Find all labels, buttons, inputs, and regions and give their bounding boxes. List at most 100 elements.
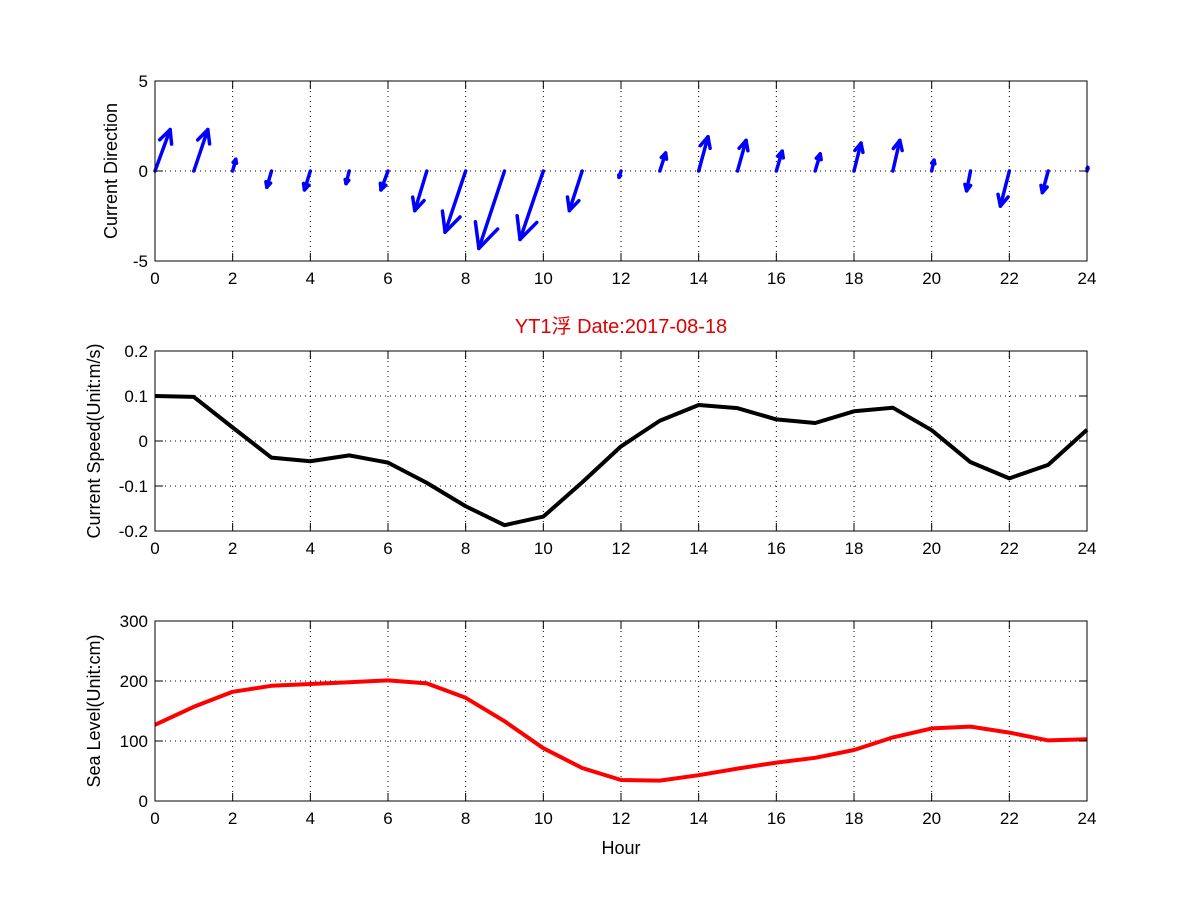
x-tick-label: 2: [228, 269, 237, 288]
arrow-head: [477, 227, 500, 251]
arrow-shaft: [852, 141, 863, 173]
x-tick-label: 0: [150, 269, 159, 288]
quiver-arrow: [1039, 169, 1050, 195]
x-tick-label: 10: [534, 269, 553, 288]
x-tick-label: 24: [1078, 539, 1097, 558]
x-tick-label: 6: [383, 539, 392, 558]
x-tick-label: 20: [922, 809, 941, 828]
y-tick-label: 0: [139, 792, 148, 811]
x-tick-label: 2: [228, 539, 237, 558]
arrow-head: [567, 198, 581, 213]
arrow-head: [515, 213, 522, 242]
quiver-arrow: [774, 149, 786, 173]
arrow-head: [898, 138, 904, 153]
x-tick-label: 6: [383, 809, 392, 828]
arrow-shaft: [696, 135, 710, 173]
arrow-head: [473, 219, 481, 251]
quiver-arrow: [301, 169, 313, 192]
x-tick-label: 18: [845, 809, 864, 828]
data-line: [154, 394, 1089, 528]
y-tick-label: 0.1: [124, 387, 148, 406]
quiver-arrow: [192, 127, 212, 173]
arrow-shaft: [567, 169, 584, 213]
x-tick-label: 14: [689, 269, 708, 288]
y-tick-label: 100: [120, 732, 148, 751]
quiver-arrow: [996, 169, 1012, 208]
arrow-head: [859, 141, 865, 155]
quiver-arrow: [696, 135, 712, 173]
quiver-arrow: [929, 158, 937, 173]
quiver-arrow: [616, 169, 623, 180]
x-tick-label: 8: [461, 809, 470, 828]
x-tick-label: 10: [534, 539, 553, 558]
arrow-head: [234, 157, 239, 165]
quiver-arrow: [264, 169, 274, 189]
arrow-shaft: [192, 127, 210, 173]
data-line: [154, 678, 1088, 783]
arrow-head: [443, 215, 462, 234]
arrow-shaft: [735, 138, 748, 173]
x-tick-label: 0: [150, 809, 159, 828]
quiver-arrow: [440, 169, 468, 234]
y-tick-label: 300: [120, 612, 148, 631]
arrow-head: [518, 220, 539, 242]
y-tick-label: 5: [139, 72, 148, 91]
y-tick-label: -0.2: [119, 522, 148, 541]
quiver-arrow: [813, 152, 823, 173]
x-tick-label: 20: [922, 269, 941, 288]
quiver-arrow: [891, 138, 904, 173]
arrow-head: [663, 151, 669, 161]
y-axis-label: Current Direction: [101, 103, 121, 239]
arrow-shaft: [891, 138, 902, 173]
x-tick-label: 14: [689, 809, 708, 828]
x-tick-label: 16: [767, 539, 786, 558]
x-tick-label: 4: [306, 539, 315, 558]
subplot-2: 0 2 4 6 8 10 12 14 16 18 20 22 24-0.2-0.100.10.2Curr…: [84, 342, 1096, 558]
chart-title: YT1浮 Date:2017-08-18: [515, 315, 727, 338]
arrow-head: [264, 179, 269, 189]
arrow-head: [565, 195, 572, 213]
x-tick-label: 12: [612, 539, 631, 558]
x-tick-label: 22: [1000, 809, 1019, 828]
x-tick-label: 0: [150, 539, 159, 558]
arrow-head: [195, 127, 210, 142]
arrow-head: [963, 182, 969, 193]
arrow-head: [818, 152, 823, 162]
x-tick-label: 4: [306, 809, 315, 828]
y-tick-label: 0: [139, 432, 148, 451]
x-tick-label: 18: [845, 539, 864, 558]
quiver-arrow: [230, 157, 239, 173]
arrow-head: [1039, 183, 1045, 195]
arrow-head: [206, 127, 212, 146]
x-tick-label: 24: [1078, 809, 1097, 828]
quiver-arrow: [852, 141, 865, 173]
quiver-arrow: [658, 151, 669, 173]
arrow-head: [780, 149, 786, 160]
y-tick-label: -5: [133, 252, 148, 271]
arrow-shaft: [518, 169, 546, 242]
arrow-shaft: [443, 169, 468, 234]
arrow-head: [440, 209, 447, 234]
quiver-arrow: [963, 169, 973, 193]
arrow-head: [157, 127, 172, 142]
arrow-head: [168, 127, 174, 146]
quiver-arrow: [735, 138, 750, 173]
y-axis-label: Current Speed(Unit:m/s): [84, 343, 104, 538]
arrow-head: [413, 198, 426, 213]
x-tick-label: 22: [1000, 539, 1019, 558]
arrow-shaft: [477, 169, 507, 251]
y-axis-label: Sea Level(Unit:cm): [84, 634, 104, 787]
arrow-head: [744, 138, 750, 153]
quiver-arrow: [378, 169, 390, 192]
x-tick-label: 24: [1078, 269, 1097, 288]
arrow-shaft: [153, 127, 172, 173]
arrow-head: [706, 135, 712, 151]
arrow-shaft: [413, 169, 429, 213]
quiver-arrow: [515, 169, 546, 242]
x-tick-label: 20: [922, 539, 941, 558]
y-tick-label: -0.1: [119, 477, 148, 496]
y-tick-label: 200: [120, 672, 148, 691]
